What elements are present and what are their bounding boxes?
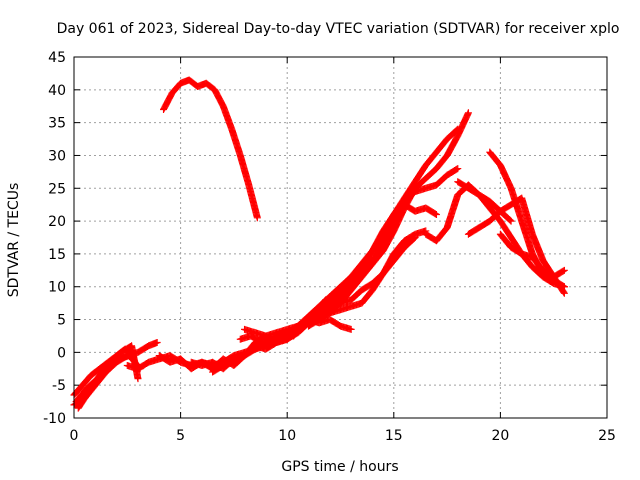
data-point-marker — [454, 165, 462, 173]
chart-title: Day 061 of 2023, Sidereal Day-to-day VTE… — [57, 21, 620, 37]
y-tick-label: 45 — [48, 50, 66, 66]
data-point-marker — [559, 267, 567, 275]
y-tick-label: 5 — [57, 313, 66, 329]
data-point-marker — [560, 266, 568, 274]
x-tick-label: 10 — [278, 428, 296, 444]
x-tick-label: 15 — [385, 428, 403, 444]
y-tick-label: 30 — [48, 148, 66, 164]
y-tick-label: 10 — [48, 280, 66, 296]
axis-ticks: 0 5 10 15 20 25 -10 -5 0 5 10 15 20 25 30 35 40 45 — [43, 50, 616, 444]
series-track-22 — [160, 76, 261, 222]
y-tick-label: 35 — [48, 116, 66, 132]
data-point-marker — [431, 210, 439, 218]
data-point-marker — [560, 289, 568, 297]
series-track-15 — [326, 227, 430, 317]
series-track-23 — [236, 296, 330, 347]
data-point-marker — [134, 375, 142, 383]
series-track-20 — [464, 194, 568, 297]
data-series — [70, 76, 568, 412]
data-point-marker — [560, 288, 568, 296]
data-point-marker — [464, 109, 472, 117]
y-tick-label: 15 — [48, 247, 66, 263]
y-tick-label: 25 — [48, 181, 66, 197]
data-point-marker — [453, 165, 461, 173]
y-tick-label: -5 — [52, 378, 66, 394]
x-tick-label: 20 — [491, 428, 509, 444]
y-axis-label: SDTVAR / TECUs — [6, 183, 22, 298]
y-tick-label: 20 — [48, 214, 66, 230]
y-tick-label: -10 — [43, 411, 66, 427]
data-point-marker — [253, 214, 261, 222]
data-point-marker — [507, 217, 515, 225]
x-tick-label: 25 — [598, 428, 616, 444]
x-tick-label: 5 — [176, 428, 185, 444]
data-point-marker — [153, 339, 161, 347]
y-tick-label: 40 — [48, 83, 66, 99]
plot-frame — [73, 56, 608, 419]
data-point-marker — [506, 216, 514, 224]
series-track-21 — [496, 230, 568, 281]
data-point-marker — [321, 297, 329, 305]
data-point-marker — [322, 296, 330, 304]
x-axis-label: GPS time / hours — [281, 459, 398, 475]
data-point-marker — [432, 211, 440, 219]
data-point-marker — [347, 325, 355, 333]
x-tick-label: 0 — [70, 428, 79, 444]
y-tick-label: 0 — [57, 345, 66, 361]
series-track-10 — [273, 125, 462, 340]
